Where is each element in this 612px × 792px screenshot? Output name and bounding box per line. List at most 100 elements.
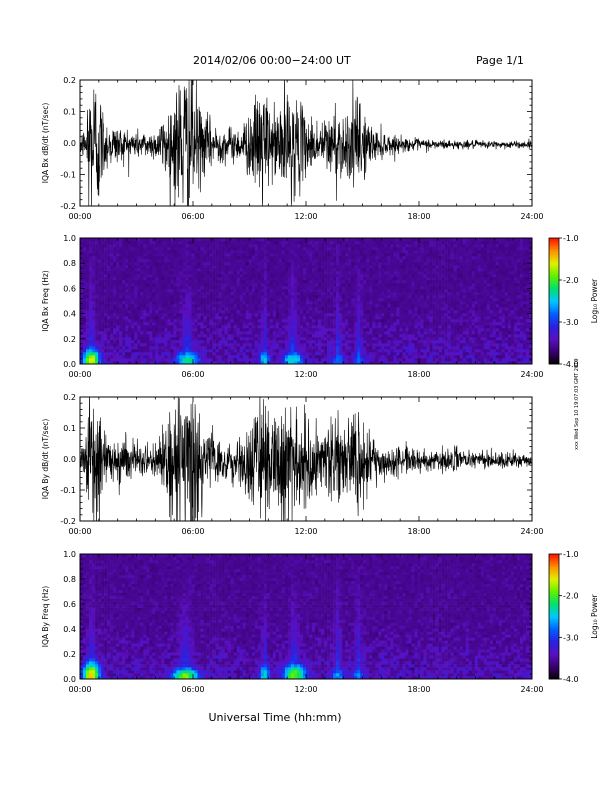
heatmap-cell — [95, 289, 99, 293]
heatmap-cell — [86, 280, 90, 284]
heatmap-cell — [248, 313, 253, 317]
heatmap-cell — [170, 265, 174, 269]
heatmap-cell — [200, 331, 204, 335]
heatmap-cell — [245, 259, 250, 263]
heatmap-cell — [248, 325, 253, 329]
heatmap-cell — [275, 265, 280, 269]
heatmap-cell — [269, 313, 274, 317]
heatmap-cell — [206, 277, 210, 281]
heatmap-cell — [98, 358, 102, 362]
heatmap-cell — [218, 361, 222, 365]
heatmap-cell — [215, 331, 219, 335]
heatmap-cell — [170, 310, 174, 314]
heatmap-cell — [188, 274, 192, 278]
heatmap-cell — [113, 307, 117, 311]
heatmap-cell — [110, 259, 114, 263]
heatmap-cell — [296, 337, 301, 341]
heatmap-cell — [206, 244, 210, 248]
heatmap-cell — [318, 265, 322, 269]
heatmap-cell — [375, 268, 379, 272]
heatmap-cell — [152, 349, 156, 353]
heatmap-cell — [408, 277, 412, 281]
heatmap-cell — [167, 283, 171, 287]
heatmap-cell — [122, 256, 126, 260]
heatmap-cell — [248, 337, 253, 341]
heatmap-cell — [140, 322, 144, 326]
heatmap-cell — [375, 277, 379, 281]
heatmap-cell — [128, 346, 132, 350]
heatmap-cell — [131, 259, 135, 263]
heatmap-cell — [342, 352, 346, 356]
heatmap-cell — [384, 241, 388, 245]
heatmap-cell — [426, 343, 430, 347]
heatmap-cell — [227, 277, 231, 281]
heatmap-cell — [143, 304, 147, 308]
heatmap-cell — [113, 241, 117, 245]
heatmap-cell — [348, 274, 352, 278]
heatmap-cell — [131, 358, 135, 362]
heatmap-cell — [372, 352, 376, 356]
heatmap-cell — [212, 256, 216, 260]
heatmap-cell — [80, 355, 84, 359]
heatmap-cell — [218, 346, 222, 350]
heatmap-cell — [327, 289, 331, 293]
heatmap-cell — [402, 274, 406, 278]
heatmap-cell — [164, 304, 168, 308]
heatmap-cell — [417, 289, 421, 293]
heatmap-cell — [269, 241, 274, 245]
heatmap-cell — [327, 328, 331, 332]
heatmap-cell — [260, 253, 265, 257]
heatmap-cell — [104, 265, 108, 269]
heatmap-cell — [131, 352, 135, 356]
heatmap-cell — [257, 304, 262, 308]
heatmap-cell — [251, 346, 256, 350]
heatmap-cell — [101, 271, 105, 275]
heatmap-cell — [137, 337, 141, 341]
heatmap-cell — [140, 280, 144, 284]
heatmap-cell — [333, 295, 337, 299]
heatmap-cell — [128, 340, 132, 344]
heatmap-cell — [122, 259, 126, 263]
heatmap-cell — [269, 352, 274, 356]
heatmap-cell — [134, 349, 138, 353]
heatmap-cell — [248, 271, 253, 275]
heatmap-cell — [233, 283, 237, 287]
heatmap-cell — [116, 274, 120, 278]
heatmap-cell — [146, 292, 150, 296]
heatmap-cell — [83, 307, 87, 311]
heatmap-cell — [284, 280, 289, 284]
heatmap-cell — [158, 301, 162, 305]
heatmap-cell — [384, 307, 388, 311]
heatmap-cell — [272, 328, 277, 332]
heatmap-cell — [357, 298, 361, 302]
heatmap-cell — [396, 352, 400, 356]
heatmap-cell — [137, 328, 141, 332]
heatmap-cell — [281, 304, 286, 308]
heatmap-cell — [248, 307, 253, 311]
heatmap-cell — [203, 295, 207, 299]
heatmap-cell — [284, 322, 289, 326]
heatmap-cell — [212, 358, 216, 362]
heatmap-cell — [155, 286, 159, 290]
heatmap-cell — [390, 298, 394, 302]
heatmap-cell — [423, 343, 427, 347]
heatmap-cell — [149, 346, 153, 350]
heatmap-cell — [203, 343, 207, 347]
heatmap-cell — [224, 289, 228, 293]
heatmap-cell — [393, 280, 397, 284]
heatmap-cell — [152, 256, 156, 260]
heatmap-cell — [83, 343, 87, 347]
heatmap-cell — [80, 280, 84, 284]
heatmap-cell — [296, 346, 301, 350]
heatmap-cell — [342, 325, 346, 329]
heatmap-cell — [173, 340, 177, 344]
heatmap-cell — [345, 238, 349, 242]
heatmap-cell — [230, 355, 234, 359]
heatmap-cell — [92, 253, 96, 257]
heatmap-cell — [158, 289, 162, 293]
heatmap-cell — [290, 343, 295, 347]
heatmap-cell — [101, 262, 105, 266]
heatmap-cell — [155, 247, 159, 251]
heatmap-cell — [98, 256, 102, 260]
heatmap-cell — [342, 343, 346, 347]
